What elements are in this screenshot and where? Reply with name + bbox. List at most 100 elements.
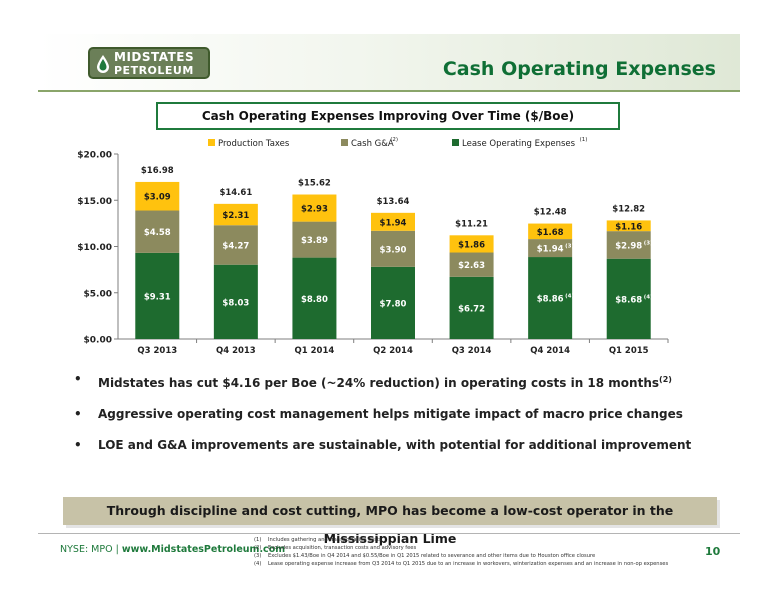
bar-data-label: $1.16 — [615, 222, 642, 232]
bar-data-label: $8.86 — [537, 295, 564, 305]
footer-rule — [38, 533, 740, 534]
x-tick-label: Q3 2013 — [137, 346, 177, 356]
x-tick-label: Q3 2014 — [452, 346, 492, 356]
legend-swatch — [208, 139, 215, 146]
legend-footnote-ref: (1) — [580, 137, 588, 143]
bar-data-label: $1.94 — [380, 218, 407, 228]
logo-line1: MIDSTATES — [114, 50, 195, 64]
legend-swatch — [341, 139, 348, 146]
bar-segment — [606, 220, 651, 232]
bar-data-label: $8.03 — [222, 298, 249, 308]
footnote-number: (4) — [254, 561, 262, 567]
bar-data-label: $3.09 — [144, 193, 171, 203]
bar-segment — [371, 230, 415, 267]
footer-ticker-url: NYSE: MPO | www.MidstatesPetroleum.com — [60, 544, 285, 555]
bar-footnote-ref: (4) — [565, 294, 574, 300]
x-tick-label: Q4 2014 — [530, 346, 570, 356]
footnote-row: (3) Excludes $1.43/Boe in Q4 2014 and $0… — [254, 552, 714, 560]
bar-data-label: $4.27 — [222, 241, 249, 251]
bar-segment — [449, 235, 494, 253]
bar-segment — [292, 221, 337, 258]
legend-label: Lease Operating Expenses — [462, 139, 576, 149]
y-tick-label: $5.00 — [84, 289, 112, 299]
bar-segment — [449, 276, 494, 339]
y-tick-label: $15.00 — [77, 197, 112, 207]
bar-total-label: $16.98 — [141, 166, 174, 176]
bar-footnote-ref: (3) — [644, 240, 653, 246]
separator: | — [115, 544, 119, 555]
chart-title: Cash Operating Expenses Improving Over T… — [156, 102, 620, 130]
ticker: NYSE: MPO — [60, 544, 113, 555]
footnote-text: Lease operating expense increase from Q3… — [268, 561, 669, 567]
bullet-dot-icon: • — [74, 407, 82, 421]
bar-data-label: $1.86 — [458, 240, 485, 250]
bar-data-label: $7.80 — [380, 299, 407, 309]
bar-segment — [528, 239, 573, 258]
bar-footnote-ref: (4) — [644, 294, 653, 300]
legend-footnote-ref: (2) — [390, 137, 398, 143]
bar-segment — [135, 252, 180, 339]
footnotes: (1) Includes gathering and transportatio… — [254, 536, 714, 568]
bar-data-label: $1.94 — [537, 245, 564, 255]
logo-text: MIDSTATES PETROLEUM — [114, 50, 195, 78]
bullet-item: • LOE and G&A improvements are sustainab… — [74, 438, 754, 453]
bar-segment — [213, 264, 258, 339]
x-tick-label: Q2 2014 — [373, 346, 413, 356]
logo-line2: PETROLEUM — [114, 64, 194, 77]
bar-segment — [606, 231, 651, 259]
bar-segment — [135, 210, 180, 253]
legend-swatch — [452, 139, 459, 146]
x-tick-label: Q4 2013 — [216, 346, 256, 356]
x-tick-label: Q1 2015 — [609, 346, 649, 356]
bullet-item: • Aggressive operating cost management h… — [74, 407, 754, 422]
bar-data-label: $1.68 — [537, 228, 564, 238]
bar-segment — [292, 257, 337, 339]
footnote-number: (1) — [254, 537, 262, 543]
page-title: Cash Operating Expenses — [442, 58, 716, 80]
bar-segment — [213, 203, 258, 226]
footnote-text: Excludes $1.43/Boe in Q4 2014 and $0.55/… — [268, 553, 596, 559]
bar-data-label: $2.93 — [301, 205, 328, 215]
bullet-list: • Midstates has cut $4.16 per Boe (~24% … — [74, 372, 754, 469]
bar-data-label: $3.90 — [380, 245, 407, 255]
bar-segment — [449, 252, 494, 277]
bar-total-label: $12.82 — [612, 204, 645, 214]
oil-drop-icon — [97, 55, 109, 73]
x-tick-label: Q1 2014 — [295, 346, 335, 356]
footnote-row: (2) Excludes acquisition, transaction co… — [254, 544, 714, 552]
bar-data-label: $2.98 — [615, 241, 642, 251]
bar-data-label: $4.58 — [144, 228, 171, 238]
legend-label: Cash G&A — [351, 139, 394, 149]
bullet-text: Midstates has cut $4.16 per Boe (~24% re… — [98, 376, 660, 390]
bullet-text: LOE and G&A improvements are sustainable… — [98, 438, 692, 452]
bar-data-label: $3.89 — [301, 236, 328, 246]
website-link[interactable]: www.MidstatesPetroleum.com — [121, 544, 286, 555]
legend-label: Production Taxes — [218, 139, 290, 149]
bar-total-label: $15.62 — [298, 179, 331, 189]
bullet-text: Aggressive operating cost management hel… — [98, 407, 683, 421]
bar-data-label: $6.72 — [458, 304, 485, 314]
bar-total-label: $11.21 — [455, 219, 488, 229]
y-tick-label: $20.00 — [77, 151, 112, 161]
footnote-number: (2) — [254, 545, 262, 551]
bar-segment — [371, 266, 415, 339]
bar-data-label: $9.31 — [144, 292, 171, 302]
page-number: 10 — [705, 545, 721, 558]
bullet-dot-icon: • — [74, 438, 82, 452]
bar-segment — [213, 225, 258, 265]
footnote-row: (1) Includes gathering and transportatio… — [254, 536, 714, 544]
bar-data-label: $8.80 — [301, 295, 328, 305]
bar-segment — [528, 223, 573, 240]
bar-segment — [371, 212, 415, 231]
bar-total-label: $12.48 — [534, 208, 567, 218]
footnote-row: (4) Lease operating expense increase fro… — [254, 560, 714, 568]
bullet-dot-icon: • — [74, 372, 82, 386]
footnote-number: (3) — [254, 553, 262, 559]
bullet-footnote-ref: (2) — [659, 375, 672, 384]
footnote-text: Includes gathering and transportation co… — [268, 537, 382, 543]
bar-footnote-ref: (3) — [565, 244, 574, 250]
bar-data-label: $8.68 — [615, 295, 642, 305]
bar-segment — [528, 257, 573, 339]
bar-segment — [292, 194, 337, 222]
